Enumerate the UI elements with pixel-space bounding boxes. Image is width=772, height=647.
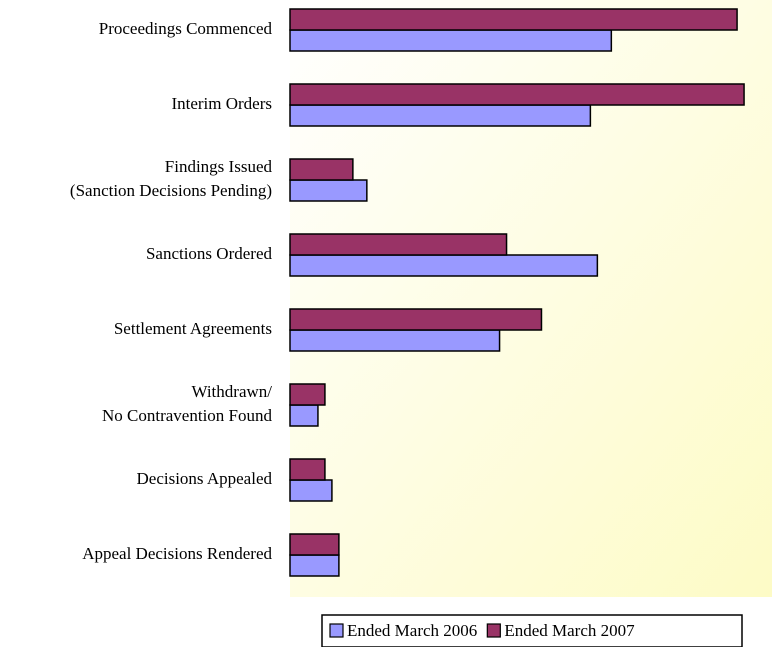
y-tick-label-line: Proceedings Commenced bbox=[99, 19, 273, 38]
y-tick-label: Settlement Agreements bbox=[114, 319, 272, 338]
bar bbox=[289, 329, 501, 352]
bar bbox=[289, 233, 508, 256]
y-tick-label-line: Decisions Appealed bbox=[137, 469, 273, 488]
y-tick-label: Interim Orders bbox=[171, 94, 272, 113]
legend-swatch bbox=[329, 623, 344, 638]
bar bbox=[289, 158, 354, 181]
legend-swatch bbox=[486, 623, 501, 638]
bar bbox=[289, 83, 745, 106]
y-tick-label-line: (Sanction Decisions Pending) bbox=[70, 181, 272, 200]
legend-box bbox=[321, 614, 743, 647]
y-tick-label-line: Findings Issued bbox=[165, 157, 273, 176]
y-tick-label-line: No Contravention Found bbox=[102, 406, 272, 425]
bar bbox=[289, 104, 592, 127]
y-tick-label: Decisions Appealed bbox=[137, 469, 273, 488]
y-tick-label-line: Interim Orders bbox=[171, 94, 272, 113]
y-tick-label-line: Sanctions Ordered bbox=[146, 244, 273, 263]
bar bbox=[289, 533, 340, 556]
y-tick-label-line: Settlement Agreements bbox=[114, 319, 272, 338]
legend-label: Ended March 2006 bbox=[347, 621, 477, 640]
y-tick-label: Appeal Decisions Rendered bbox=[82, 544, 272, 563]
bar bbox=[289, 479, 333, 502]
y-tick-label: Findings Issued (Sanction Decisions Pendi… bbox=[70, 157, 273, 200]
y-tick-label-line: Appeal Decisions Rendered bbox=[82, 544, 272, 563]
y-tick-label: Sanctions Ordered bbox=[146, 244, 273, 263]
bar bbox=[289, 254, 599, 277]
legend: Ended March 2006 Ended March 2007 bbox=[321, 614, 743, 647]
bar bbox=[289, 554, 340, 577]
bar bbox=[289, 383, 326, 406]
bar bbox=[289, 29, 613, 52]
bar bbox=[289, 8, 738, 31]
y-tick-label: Proceedings Commenced bbox=[99, 19, 273, 38]
legend-label: Ended March 2007 bbox=[504, 621, 635, 640]
bar bbox=[289, 308, 543, 331]
bar bbox=[289, 404, 319, 427]
y-tick-label-line: Withdrawn/ bbox=[191, 382, 272, 401]
bar bbox=[289, 179, 368, 202]
bar bbox=[289, 458, 326, 481]
y-tick-label: Withdrawn/No Contravention Found bbox=[102, 382, 272, 425]
